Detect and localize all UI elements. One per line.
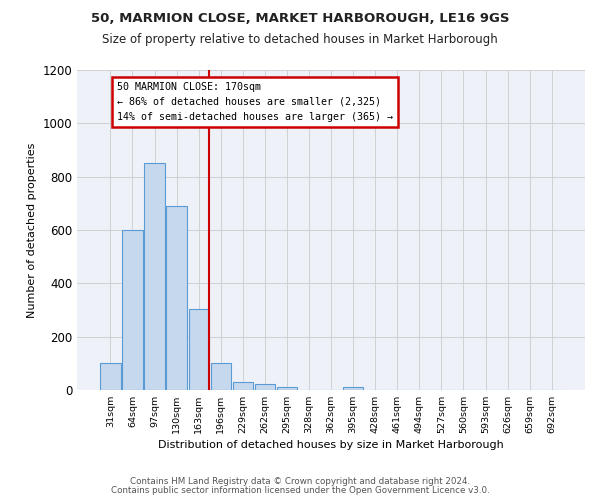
X-axis label: Distribution of detached houses by size in Market Harborough: Distribution of detached houses by size … (158, 440, 504, 450)
Bar (255, 384, 275, 390)
Bar (145, 164, 164, 390)
Y-axis label: Number of detached properties: Number of detached properties (27, 142, 37, 318)
Bar (166, 206, 187, 390)
Text: 50 MARMION CLOSE: 170sqm
← 86% of detached houses are smaller (2,325)
14% of sem: 50 MARMION CLOSE: 170sqm ← 86% of detach… (117, 82, 393, 122)
Bar (188, 308, 209, 390)
Bar (343, 387, 364, 390)
Text: Contains HM Land Registry data © Crown copyright and database right 2024.: Contains HM Land Registry data © Crown c… (130, 477, 470, 486)
Text: Size of property relative to detached houses in Market Harborough: Size of property relative to detached ho… (102, 32, 498, 46)
Bar (211, 363, 231, 390)
Bar (122, 230, 143, 390)
Bar (233, 382, 253, 390)
Text: 50, MARMION CLOSE, MARKET HARBOROUGH, LE16 9GS: 50, MARMION CLOSE, MARKET HARBOROUGH, LE… (91, 12, 509, 26)
Bar (100, 363, 121, 390)
Text: Contains public sector information licensed under the Open Government Licence v3: Contains public sector information licen… (110, 486, 490, 495)
Bar (277, 387, 297, 390)
